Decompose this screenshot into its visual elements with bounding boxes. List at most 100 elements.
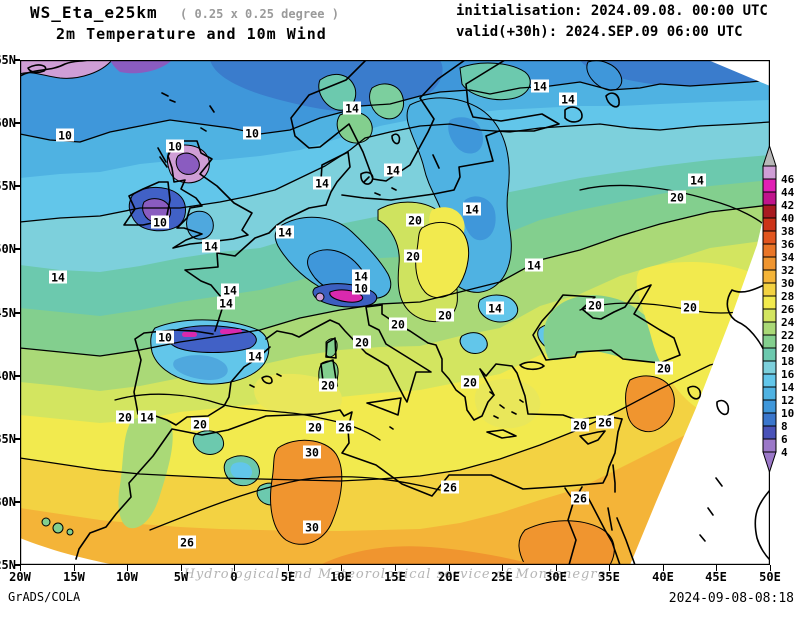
svg-text:20: 20 [193,418,207,432]
plot-subtitle: 2m Temperature and 10m Wind [56,25,327,43]
y-tick-mark [14,59,20,61]
svg-text:14: 14 [204,240,218,254]
svg-text:12: 12 [781,394,794,407]
svg-text:20: 20 [573,419,587,433]
svg-text:14: 14 [488,302,502,316]
svg-text:20: 20 [321,379,335,393]
x-tick-label: 30E [545,570,567,584]
x-tick-mark [501,565,503,571]
x-tick-mark [180,565,182,571]
x-tick-mark [448,565,450,571]
x-tick-label: 10E [330,570,352,584]
svg-text:14: 14 [345,102,359,116]
svg-text:20: 20 [408,214,422,228]
svg-text:26: 26 [180,536,194,550]
svg-text:42: 42 [781,199,794,212]
svg-text:14: 14 [315,177,329,191]
x-tick-label: 40E [652,570,674,584]
x-tick-mark [608,565,610,571]
svg-text:8: 8 [781,420,788,433]
initialisation-time: initialisation: 2024.09.08. 00:00 UTC [456,3,768,19]
x-tick-label: 25E [491,570,513,584]
colorbar-scale-labels: 4644424038363432302826242220181614121086… [781,173,795,459]
y-tick-label: 35N [0,432,16,446]
svg-text:34: 34 [781,251,795,264]
svg-text:20: 20 [308,421,322,435]
y-tick-label: 50N [0,242,16,256]
y-tick-mark [14,375,20,377]
x-tick-label: 5E [280,570,296,584]
y-tick-mark [14,312,20,314]
y-tick-mark [14,185,20,187]
svg-text:26: 26 [443,481,457,495]
svg-text:10: 10 [168,140,182,154]
svg-text:20: 20 [588,299,602,313]
svg-text:20: 20 [683,301,697,315]
svg-text:28: 28 [781,290,794,303]
svg-text:14: 14 [465,203,479,217]
svg-text:20: 20 [118,411,132,425]
generation-timestamp: 2024-09-08-08:18 [668,591,794,606]
x-tick-label: 15E [384,570,406,584]
svg-text:20: 20 [657,362,671,376]
svg-text:46: 46 [781,173,795,186]
svg-text:14: 14 [533,80,547,94]
y-tick-mark [14,501,20,503]
x-tick-mark [769,565,771,571]
svg-text:10: 10 [58,129,72,143]
svg-text:20: 20 [463,376,477,390]
svg-text:14: 14 [354,270,368,284]
svg-text:14: 14 [781,381,795,394]
x-tick-label: 45E [705,570,727,584]
svg-text:14: 14 [527,259,541,273]
y-tick-label: 30N [0,495,16,509]
x-tick-label: 0 [230,570,238,584]
x-tick-label: 35E [598,570,620,584]
svg-text:26: 26 [598,416,612,430]
x-tick-label: 10W [116,570,138,584]
temperature-colorbar: 46 44 42 40 38 36 34 32 30 28 26 24 22 20 18 16 14 12 10 8 6… [758,142,800,478]
x-tick-mark [233,565,235,571]
valid-time: valid(+30h): 2024.SEP.09 06:00 UTC [456,24,743,40]
y-tick-label: 60N [0,116,16,130]
y-tick-mark [14,564,20,566]
svg-text:30: 30 [305,446,319,460]
map-canvas: 10 10 10 10 10 10 14 14 14 14 14 14 14 14 14 14 14 14 14 14… [20,60,770,565]
svg-text:30: 30 [305,521,319,535]
svg-text:14: 14 [219,297,233,311]
svg-text:10: 10 [153,216,167,230]
svg-text:4: 4 [781,446,788,459]
x-tick-mark [715,565,717,571]
y-tick-mark [14,248,20,250]
x-tick-label: 20W [9,570,31,584]
svg-text:14: 14 [278,226,292,240]
x-tick-mark [19,565,21,571]
x-tick-mark [394,565,396,571]
x-tick-mark [73,565,75,571]
svg-text:18: 18 [781,355,794,368]
temperature-map: 1010101010101414141414141414141414141414… [20,60,770,565]
y-tick-label: 55N [0,179,16,193]
svg-text:10: 10 [354,282,368,296]
svg-text:20: 20 [391,318,405,332]
svg-text:14: 14 [140,411,154,425]
svg-text:24: 24 [781,316,795,329]
svg-text:22: 22 [781,329,794,342]
x-tick-mark [662,565,664,571]
svg-text:26: 26 [781,303,795,316]
svg-text:20: 20 [670,191,684,205]
model-title: WS_Eta_e25km [30,3,158,22]
svg-text:20: 20 [438,309,452,323]
x-tick-mark [126,565,128,571]
y-tick-mark [14,122,20,124]
svg-text:16: 16 [781,368,795,381]
svg-text:14: 14 [690,174,704,188]
x-tick-label: 5W [173,570,189,584]
svg-text:6: 6 [781,433,788,446]
svg-text:20: 20 [781,342,794,355]
svg-text:10: 10 [245,127,259,141]
watermark-text: Hydrological and Meteorological service … [183,567,607,582]
svg-text:32: 32 [781,264,794,277]
svg-text:20: 20 [355,336,369,350]
